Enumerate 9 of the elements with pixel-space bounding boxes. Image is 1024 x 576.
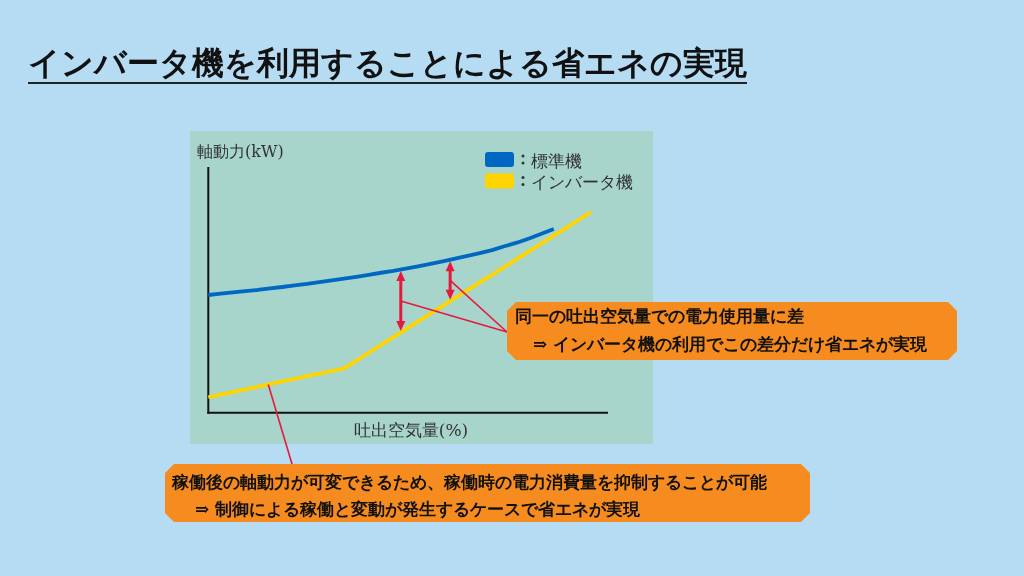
annotation: ⇒ インバータ機の利用でこの差分だけ省エネが実現 xyxy=(533,334,929,354)
chart-title: インバータ機を利用することによる省エネの実現 xyxy=(28,44,747,82)
legend-label: 標準機 xyxy=(531,150,582,171)
y-axis-title: 軸動力(kW) xyxy=(197,142,284,161)
x-axis-title: 吐出空気量(%) xyxy=(353,420,469,440)
text: 稼働後の軸動力が可変できるため、稼働時の電力消費量を抑制することが可能 xyxy=(171,472,767,492)
annotation: 同一の吐出空気量での電力使用量に差 xyxy=(515,306,804,326)
text: ⇒ 制御による稼働と変動が発生するケースで省エネが実現 xyxy=(195,499,642,519)
legend-label: インバータ機 xyxy=(531,172,633,193)
